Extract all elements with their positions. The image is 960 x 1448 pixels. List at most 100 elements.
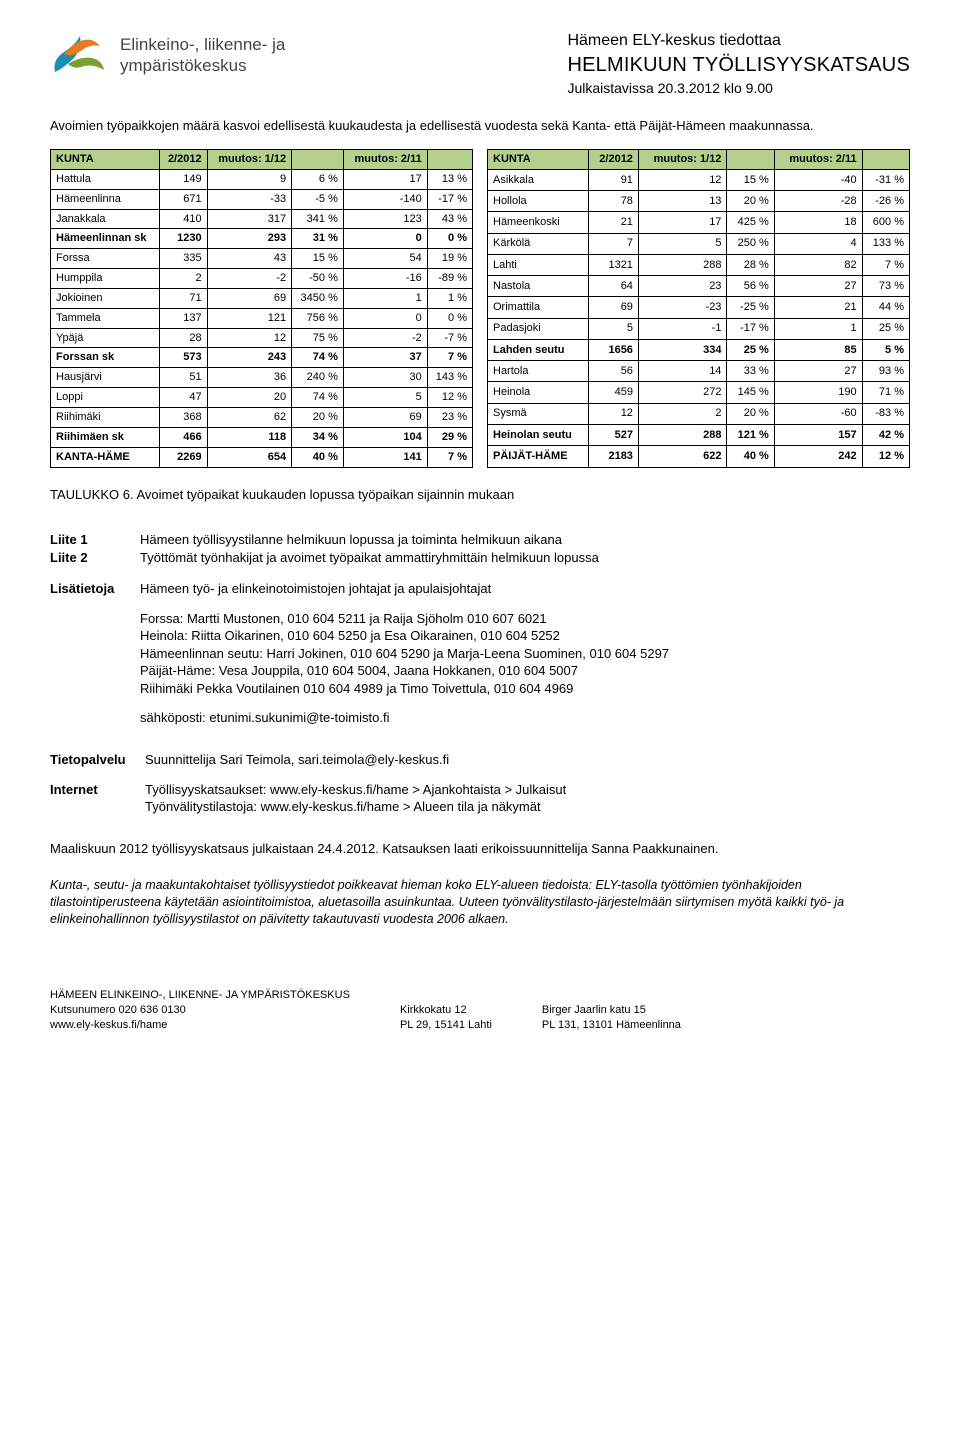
table-cell: 91 (588, 169, 638, 190)
table-cell: -17 % (427, 189, 472, 209)
table-cell: Hämeenkoski (488, 212, 589, 233)
column-header (292, 150, 344, 170)
table-cell: 2183 (588, 446, 638, 467)
table-cell: -25 % (727, 297, 774, 318)
table-cell: Hartola (488, 361, 589, 382)
liite-block: Liite 1 Hämeen työllisyystilanne helmiku… (50, 531, 910, 566)
table-cell: 622 (638, 446, 727, 467)
table-cell: 5 (588, 318, 638, 339)
table-row: Tammela137121756 %00 % (51, 308, 473, 328)
table-cell: -28 (774, 191, 862, 212)
table-cell: 141 (343, 447, 427, 467)
table-cell: 71 % (862, 382, 909, 403)
table-cell: 69 (207, 288, 292, 308)
table-cell: 18 (774, 212, 862, 233)
table-cell: 317 (207, 209, 292, 229)
table-row: Loppi472074 %512 % (51, 388, 473, 408)
table-cell: 54 (343, 249, 427, 269)
table-header-row: KUNTA2/2012muutos: 1/12muutos: 2/11 (51, 150, 473, 170)
liite-2-label: Liite 2 (50, 549, 140, 567)
table-cell: 6 % (292, 169, 344, 189)
table-cell: Humppila (51, 269, 160, 289)
table-cell: 334 (638, 339, 727, 360)
table-cell: 3450 % (292, 288, 344, 308)
table-right: KUNTA2/2012muutos: 1/12muutos: 2/11 Asik… (487, 149, 910, 468)
table-row: Ypäjä281275 %-2-7 % (51, 328, 473, 348)
table-cell: Padasjoki (488, 318, 589, 339)
table-cell: 37 (343, 348, 427, 368)
table-cell: 12 (588, 403, 638, 424)
table-cell: 7 (588, 233, 638, 254)
page-header: Elinkeino-, liikenne- ja ympäristökeskus… (50, 30, 910, 97)
tables-container: KUNTA2/2012muutos: 1/12muutos: 2/11 Hatt… (50, 149, 910, 468)
footer-addr3a: Birger Jaarlin katu 15 (542, 1003, 681, 1018)
liite-1-row: Liite 1 Hämeen työllisyystilanne helmiku… (50, 531, 910, 549)
table-cell: 527 (588, 424, 638, 445)
table-cell: 573 (159, 348, 207, 368)
table-cell: Forssa (51, 249, 160, 269)
table-cell: 0 (343, 308, 427, 328)
table-cell: 459 (588, 382, 638, 403)
table-cell: -17 % (727, 318, 774, 339)
table-cell: -23 (638, 297, 727, 318)
table-cell: -60 (774, 403, 862, 424)
table-cell: Orimattila (488, 297, 589, 318)
table-cell: 15 % (727, 169, 774, 190)
table-cell: 74 % (292, 388, 344, 408)
column-header: KUNTA (488, 150, 589, 170)
table-row: Hollola781320 %-28-26 % (488, 191, 910, 212)
footnote-italic: Kunta-, seutu- ja maakuntakohtaiset työl… (50, 877, 910, 928)
table-cell: 27 (774, 361, 862, 382)
header-line1: Hämeen ELY-keskus tiedottaa (567, 30, 910, 52)
table-cell: 21 (588, 212, 638, 233)
contact-line: Heinola: Riitta Oikarinen, 010 604 5250 … (140, 627, 910, 645)
table-row: Hämeenlinnan sk123029331 %00 % (51, 229, 473, 249)
table-cell: 51 (159, 368, 207, 388)
table-cell: -33 (207, 189, 292, 209)
table-left: KUNTA2/2012muutos: 1/12muutos: 2/11 Hatt… (50, 149, 473, 468)
table-cell: 25 % (727, 339, 774, 360)
footer-col-3: Birger Jaarlin katu 15 PL 131, 13101 Häm… (542, 988, 681, 1033)
table-cell: 82 (774, 254, 862, 275)
table-cell: -140 (343, 189, 427, 209)
table-row: Asikkala911215 %-40-31 % (488, 169, 910, 190)
table-cell: 149 (159, 169, 207, 189)
table-cell: 466 (159, 427, 207, 447)
table-cell: 74 % (292, 348, 344, 368)
table-row: Sysmä12220 %-60-83 % (488, 403, 910, 424)
contact-line: Forssa: Martti Mustonen, 010 604 5211 ja… (140, 610, 910, 628)
taulukko-caption: TAULUKKO 6. Avoimet työpaikat kuukauden … (50, 486, 910, 504)
table-cell: 30 (343, 368, 427, 388)
table-cell: Heinolan seutu (488, 424, 589, 445)
tietopalvelu-text: Suunnittelija Sari Teimola, sari.teimola… (145, 751, 449, 769)
table-cell: 7 % (427, 447, 472, 467)
table-cell: 20 % (292, 408, 344, 428)
table-cell: 671 (159, 189, 207, 209)
table-cell: 40 % (727, 446, 774, 467)
liite-1-text: Hämeen työllisyystilanne helmikuun lopus… (140, 531, 562, 549)
table-cell: 17 (638, 212, 727, 233)
table-cell: -1 (638, 318, 727, 339)
table-cell: 34 % (292, 427, 344, 447)
table-cell: 157 (774, 424, 862, 445)
column-header: muutos: 1/12 (638, 150, 727, 170)
header-title-block: Hämeen ELY-keskus tiedottaa HELMIKUUN TY… (567, 30, 910, 97)
table-cell: 410 (159, 209, 207, 229)
table-cell: 28 (159, 328, 207, 348)
table-row: PÄIJÄT-HÄME218362240 %24212 % (488, 446, 910, 467)
table-cell: Nastola (488, 276, 589, 297)
table-cell: 85 (774, 339, 862, 360)
contacts-list: Forssa: Martti Mustonen, 010 604 5211 ja… (140, 610, 910, 727)
table-cell: 33 % (727, 361, 774, 382)
table-cell: 190 (774, 382, 862, 403)
table-cell: -2 (343, 328, 427, 348)
table-cell: 36 (207, 368, 292, 388)
table-cell: 93 % (862, 361, 909, 382)
table-cell: 654 (207, 447, 292, 467)
tietopalvelu-label: Tietopalvelu (50, 751, 145, 769)
footer-phone: Kutsunumero 020 636 0130 (50, 1003, 350, 1018)
table-cell: 242 (774, 446, 862, 467)
table-cell: 43 % (427, 209, 472, 229)
table-row: Janakkala410317341 %12343 % (51, 209, 473, 229)
table-row: Humppila2-2-50 %-16-89 % (51, 269, 473, 289)
